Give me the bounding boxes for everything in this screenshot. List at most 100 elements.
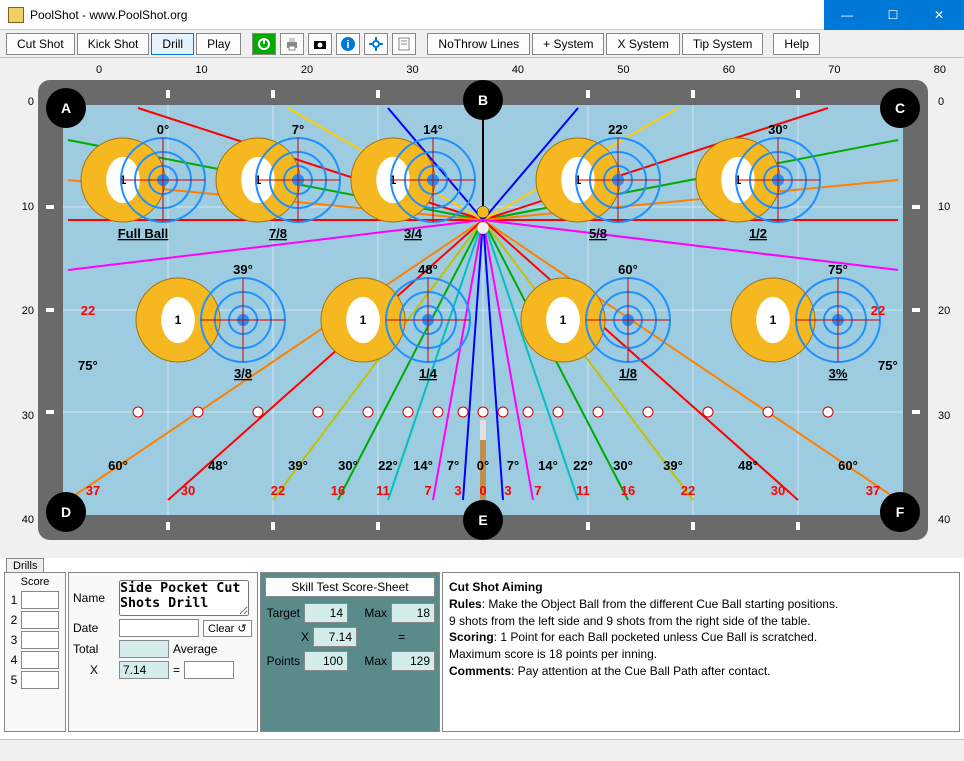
left-red-22: 22 (81, 303, 95, 318)
x-value (119, 661, 169, 679)
svg-text:1: 1 (770, 313, 777, 327)
skill-x-input (313, 627, 357, 647)
score-1-input[interactable] (21, 591, 59, 609)
svg-text:3/8: 3/8 (234, 366, 252, 381)
svg-text:i: i (347, 39, 350, 51)
svg-text:60°: 60° (838, 458, 858, 473)
svg-text:7°: 7° (447, 458, 459, 473)
svg-text:48°: 48° (208, 458, 228, 473)
x-system-button[interactable]: X System (606, 33, 679, 55)
svg-text:3%: 3% (829, 366, 848, 381)
svg-text:22°: 22° (573, 458, 593, 473)
svg-text:1/2: 1/2 (749, 226, 767, 241)
svg-text:22°: 22° (608, 122, 628, 137)
help-button[interactable]: Help (773, 33, 820, 55)
app-icon (8, 7, 24, 23)
svg-text:11: 11 (376, 483, 390, 498)
no-throw-button[interactable]: NoThrow Lines (427, 33, 530, 55)
svg-text:5/8: 5/8 (589, 226, 607, 241)
svg-text:7: 7 (424, 483, 431, 498)
svg-text:1: 1 (560, 313, 567, 327)
pool-table-diagram[interactable]: 10°Full Ball17°7/8114°3/4122°5/8130°1/2 … (38, 80, 928, 540)
svg-text:0: 0 (479, 483, 486, 498)
svg-text:1/4: 1/4 (419, 366, 438, 381)
svg-text:60°: 60° (618, 262, 638, 277)
svg-text:30°: 30° (338, 458, 358, 473)
total-input[interactable] (119, 640, 169, 658)
svg-text:39°: 39° (233, 262, 253, 277)
svg-text:7°: 7° (292, 122, 304, 137)
svg-text:7°: 7° (507, 458, 519, 473)
right-red-22: 22 (871, 303, 885, 318)
svg-text:7: 7 (534, 483, 541, 498)
skill-box: Skill Test Score-Sheet TargetMax X= Poin… (260, 572, 440, 732)
title-bar: PoolShot - www.PoolShot.org — ☐ ✕ (0, 0, 964, 30)
svg-text:1: 1 (360, 313, 367, 327)
score-5-input[interactable] (21, 671, 59, 689)
description-box: Cut Shot Aiming Rules: Make the Object B… (442, 572, 960, 732)
svg-text:B: B (478, 92, 488, 108)
svg-text:0°: 0° (157, 122, 169, 137)
close-button[interactable]: ✕ (916, 0, 962, 30)
svg-text:F: F (896, 504, 905, 520)
svg-text:16: 16 (621, 483, 635, 498)
clear-button[interactable]: Clear ↺ (203, 620, 252, 637)
name-input[interactable] (119, 580, 249, 616)
table-content: 01020304050607080 010203040 010203040 (0, 58, 964, 558)
target-input[interactable] (304, 603, 348, 623)
cut-shot-button[interactable]: Cut Shot (6, 33, 75, 55)
score-box: Score 1 2 3 4 5 (4, 572, 66, 732)
camera-icon[interactable] (308, 33, 332, 55)
svg-text:16: 16 (331, 483, 345, 498)
info-icon[interactable]: i (336, 33, 360, 55)
drills-tab[interactable]: Drills (6, 558, 44, 573)
svg-text:E: E (478, 512, 487, 528)
print-icon[interactable] (280, 33, 304, 55)
settings-icon[interactable] (364, 33, 388, 55)
result-input[interactable] (184, 661, 234, 679)
maximize-button[interactable]: ☐ (870, 0, 916, 30)
svg-text:0°: 0° (477, 458, 489, 473)
ruler-left: 010203040 (20, 96, 34, 526)
svg-text:22°: 22° (378, 458, 398, 473)
left-75: 75° (78, 358, 98, 373)
drill-button[interactable]: Drill (151, 33, 194, 55)
play-button[interactable]: Play (196, 33, 241, 55)
svg-text:22: 22 (681, 483, 695, 498)
svg-text:30°: 30° (613, 458, 633, 473)
bottom-panel: Score 1 2 3 4 5 Name DateClear ↺ TotalAv… (4, 572, 960, 732)
ruler-right: 010203040 (938, 96, 952, 526)
svg-text:14°: 14° (413, 458, 433, 473)
svg-text:48°: 48° (738, 458, 758, 473)
max2-input (391, 651, 435, 671)
svg-text:11: 11 (576, 483, 590, 498)
score-3-input[interactable] (21, 631, 59, 649)
svg-text:7/8: 7/8 (269, 226, 287, 241)
svg-text:3/4: 3/4 (404, 226, 423, 241)
svg-text:14°: 14° (423, 122, 443, 137)
score-2-input[interactable] (21, 611, 59, 629)
svg-text:C: C (895, 100, 905, 116)
svg-text:48°: 48° (418, 262, 438, 277)
minimize-button[interactable]: — (824, 0, 870, 30)
svg-text:A: A (61, 100, 71, 116)
ruler-top: 01020304050607080 (96, 64, 946, 78)
plus-system-button[interactable]: + System (532, 33, 604, 55)
svg-text:3: 3 (454, 483, 461, 498)
svg-text:D: D (61, 504, 71, 520)
date-input[interactable] (119, 619, 199, 637)
skill-header-button[interactable]: Skill Test Score-Sheet (265, 577, 435, 597)
points-input (304, 651, 348, 671)
score-header: Score (7, 575, 63, 589)
svg-text:14°: 14° (538, 458, 558, 473)
kick-shot-button[interactable]: Kick Shot (77, 33, 150, 55)
score-4-input[interactable] (21, 651, 59, 669)
svg-text:39°: 39° (663, 458, 683, 473)
tip-system-button[interactable]: Tip System (682, 33, 764, 55)
svg-text:37: 37 (86, 483, 100, 498)
toolbar: Cut Shot Kick Shot Drill Play i NoThrow … (0, 30, 964, 58)
power-icon[interactable] (252, 33, 276, 55)
max1-input (391, 603, 435, 623)
svg-text:39°: 39° (288, 458, 308, 473)
document-icon[interactable] (392, 33, 416, 55)
